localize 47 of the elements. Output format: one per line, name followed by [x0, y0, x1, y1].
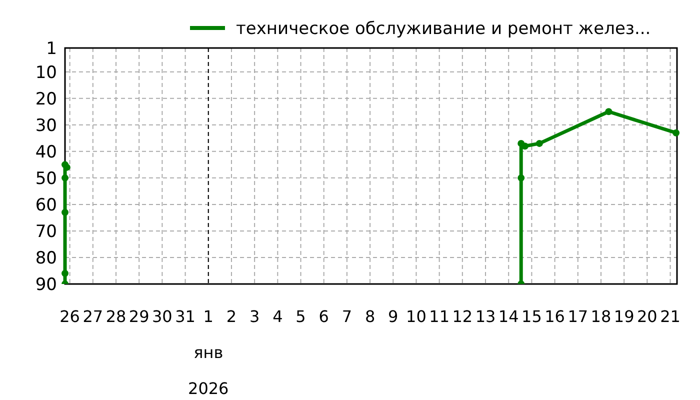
x-tick-label: 3: [249, 307, 260, 326]
x-tick-label: 16: [544, 307, 565, 326]
x-tick-label: 6: [318, 307, 329, 326]
y-tick-label: 1: [46, 38, 57, 59]
y-tick-label: 40: [35, 142, 57, 162]
x-tick-label: 8: [364, 307, 376, 326]
point: [62, 208, 68, 216]
x-tick-label: 19: [614, 307, 634, 326]
y-tick-label: 10: [35, 62, 57, 83]
point: [536, 140, 543, 147]
x-tick-label: 9: [388, 307, 398, 326]
x-tick-label: 31: [175, 307, 196, 326]
y-tick-label: 70: [35, 222, 57, 242]
x-tick-label: 1: [203, 307, 214, 326]
x-tick-label: 15: [522, 307, 542, 326]
text: 2026: [188, 379, 229, 398]
x-tick-label: 28: [106, 307, 126, 326]
y-tick-label: 30: [35, 116, 57, 136]
y-tick-label: 20: [35, 89, 57, 110]
x-tick-label: 18: [590, 307, 612, 326]
point: [62, 174, 68, 182]
y-tick-label: 90: [35, 274, 57, 295]
text: янв: [194, 343, 224, 362]
point: [672, 129, 680, 136]
x-tick-label: 21: [660, 307, 680, 326]
x-tick-label: 4: [272, 307, 283, 326]
point: [605, 108, 612, 116]
y-tick-label: 50: [35, 168, 57, 189]
x-tick-label: 29: [128, 307, 150, 326]
x-tick-label: 30: [152, 307, 172, 326]
x-tick-label: 5: [296, 307, 306, 326]
x-tick-label: 27: [82, 307, 104, 326]
x-tick-label: 17: [568, 307, 588, 326]
x-tick-label: 11: [429, 307, 450, 326]
legend-label: техническое обслуживание и ремонт желез...: [236, 18, 651, 39]
x-tick-label: 2: [226, 307, 237, 326]
point: [518, 174, 525, 182]
x-tick-label: 12: [452, 307, 473, 326]
y-tick-label: 60: [35, 195, 57, 216]
x-tick-label: 10: [406, 307, 426, 326]
point: [62, 270, 68, 277]
y-tick-label: 80: [35, 248, 57, 268]
x-tick-label: 20: [636, 307, 658, 326]
x-tick-label: 26: [60, 307, 80, 326]
x-tick-label: 7: [342, 307, 352, 326]
x-tick-label: 13: [475, 307, 496, 326]
x-tick-label: 14: [498, 307, 519, 326]
